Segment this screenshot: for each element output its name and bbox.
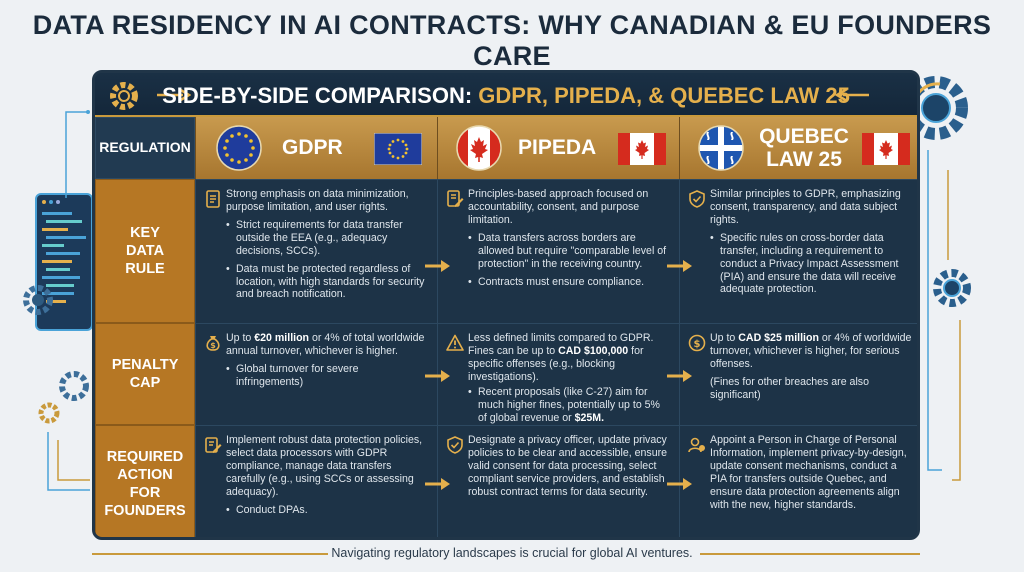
footer-text: Navigating regulatory landscapes is cruc… xyxy=(331,546,693,560)
gdpr-action-bullet: Conduct DPAs. xyxy=(226,504,427,517)
header-quebec-law-25: QUEBEC LAW 25 xyxy=(679,117,917,179)
pipeda-penalty-extra-amount: $25M. xyxy=(574,411,605,424)
arrow-right-icon xyxy=(667,478,692,490)
document-edit-icon xyxy=(447,190,464,207)
canada-flag-icon xyxy=(862,133,910,165)
arrow-right-icon xyxy=(667,370,692,382)
gdpr-penalty: $ Up to €20 million or 4% of total world… xyxy=(195,323,437,425)
gear-icon xyxy=(23,285,53,315)
money-bag-icon: $ xyxy=(206,336,220,351)
gdpr-action-text: Implement robust data protection policie… xyxy=(226,434,423,498)
comparison-panel: SIDE-BY-SIDE COMPARISON: GDPR, PIPEDA, &… xyxy=(92,70,920,540)
gdpr-penalty-extra: Global turnover for severe infringements… xyxy=(226,363,427,389)
quebec-flag-icon xyxy=(698,125,744,171)
pipeda-penalty-extra-pre: Recent proposals (like C-27) aim for muc… xyxy=(478,385,660,424)
gear-icon xyxy=(38,402,60,424)
svg-text:$: $ xyxy=(694,339,701,350)
banner-title: SIDE-BY-SIDE COMPARISON: GDPR, PIPEDA, &… xyxy=(95,83,917,109)
edit-icon xyxy=(205,437,222,453)
quebec-penalty-lead: Up to CAD $25 million or 4% of worldwide… xyxy=(710,332,913,371)
arrow-right-icon xyxy=(157,87,191,103)
dollar-icon: $ xyxy=(688,334,706,352)
document-icon xyxy=(206,190,220,208)
row-label-key-data-rule: KEY DATA RULE xyxy=(95,179,195,323)
pipeda-key-rule-bullet: Data transfers across borders are allowe… xyxy=(468,232,669,271)
quebec-penalty-lead-pre: Up to xyxy=(710,332,739,344)
gear-icon xyxy=(933,269,971,307)
page-title: DATA RESIDENCY IN AI CONTRACTS: WHY CANA… xyxy=(32,10,992,71)
eu-circle-flag-icon xyxy=(216,125,262,171)
gear-icon xyxy=(110,82,138,110)
footer-divider-right xyxy=(700,553,920,555)
pipeda-penalty-extra: Recent proposals (like C-27) aim for muc… xyxy=(468,386,669,425)
pipeda-penalty: Less defined limits compared to GDPR. Fi… xyxy=(437,323,679,425)
pipeda-penalty-lead-post: for specific offenses (e.g., blocking in… xyxy=(468,344,644,383)
gdpr-penalty-amount: €20 million xyxy=(254,332,310,344)
pipeda-action-text: Designate a privacy officer, update priv… xyxy=(468,434,668,498)
svg-text:$: $ xyxy=(210,341,216,350)
circuit-lines-icon xyxy=(927,150,961,481)
footer-divider-left xyxy=(92,553,328,555)
header-pipeda: PIPEDA xyxy=(437,117,679,179)
quebec-penalty-extra: (Fines for other breaches are also signi… xyxy=(710,375,869,401)
arrow-right-icon xyxy=(425,478,450,490)
regulation-name-pipeda: PIPEDA xyxy=(518,136,597,159)
arrow-right-icon xyxy=(667,260,692,272)
comparison-banner: SIDE-BY-SIDE COMPARISON: GDPR, PIPEDA, &… xyxy=(95,73,917,117)
regulation-name-gdpr: GDPR xyxy=(282,136,343,159)
gdpr-penalty-lead: Up to €20 million or 4% of total worldwi… xyxy=(226,332,427,358)
canada-circle-flag-icon xyxy=(456,125,502,171)
canada-flag-icon xyxy=(618,133,666,165)
regulation-name-quebec: QUEBEC LAW 25 xyxy=(752,125,856,171)
pipeda-key-rule-intro: Principles-based approach focused on acc… xyxy=(468,188,649,226)
gdpr-key-rule-bullet: Strict requirements for data transfer ou… xyxy=(226,219,427,258)
pipeda-action: Designate a privacy officer, update priv… xyxy=(437,425,679,537)
regulation-name-quebec-line2: LAW 25 xyxy=(766,148,842,172)
arrow-left-icon xyxy=(835,87,869,103)
quebec-key-rule-intro: Similar principles to GDPR, emphasizing … xyxy=(710,188,901,226)
gdpr-penalty-lead-post: or 4% of total worldwide annual turnover… xyxy=(226,332,425,357)
pipeda-penalty-lead-pre: Less defined limits compared to GDPR. Fi… xyxy=(468,332,654,357)
banner-highlight: GDPR, PIPEDA, & QUEBEC LAW 25 xyxy=(478,83,850,108)
gdpr-key-rule: Strong emphasis on data minimization, pu… xyxy=(195,179,437,323)
arrow-right-icon xyxy=(425,370,450,382)
quebec-penalty-amount: CAD $25 million xyxy=(738,332,819,344)
quebec-action: Appoint a Person in Charge of Personal I… xyxy=(679,425,917,537)
banner-prefix: SIDE-BY-SIDE COMPARISON: xyxy=(162,83,479,108)
circuit-lines-icon xyxy=(47,432,90,491)
header-gdpr: GDPR xyxy=(195,117,437,179)
quebec-penalty: $ Up to CAD $25 million or 4% of worldwi… xyxy=(679,323,917,425)
gdpr-penalty-lead-pre: Up to xyxy=(226,332,255,344)
row-label-penalty-cap: PENALTY CAP xyxy=(95,323,195,425)
row-label-required-action: REQUIRED ACTION FOR FOUNDERS xyxy=(95,425,195,537)
warning-icon xyxy=(446,334,464,351)
gdpr-key-rule-bullet: Data must be protected regardless of loc… xyxy=(226,263,427,302)
quebec-penalty-lead-post: or 4% of worldwide turnover, whichever i… xyxy=(710,332,912,370)
gdpr-action: Implement robust data protection policie… xyxy=(195,425,437,537)
eu-flag-icon xyxy=(374,133,422,165)
quebec-key-rule: Similar principles to GDPR, emphasizing … xyxy=(679,179,917,323)
pipeda-key-rule: Principles-based approach focused on acc… xyxy=(437,179,679,323)
row-label-regulation: REGULATION xyxy=(95,117,195,179)
shield-icon xyxy=(447,436,463,454)
pipeda-penalty-lead: Less defined limits compared to GDPR. Fi… xyxy=(468,332,669,384)
gear-icon xyxy=(59,371,89,401)
shield-check-icon xyxy=(689,190,705,208)
person-id-icon xyxy=(688,437,705,453)
quebec-action-text: Appoint a Person in Charge of Personal I… xyxy=(710,434,907,511)
pipeda-key-rule-bullet: Contracts must ensure compliance. xyxy=(468,276,669,289)
pipeda-penalty-amount: CAD $100,000 xyxy=(558,344,629,357)
gdpr-key-rule-intro: Strong emphasis on data minimization, pu… xyxy=(226,188,409,213)
circuit-lines-icon xyxy=(65,110,90,198)
quebec-key-rule-bullet: Specific rules on cross-border data tran… xyxy=(710,232,913,297)
regulation-name-quebec-line1: QUEBEC xyxy=(759,125,849,148)
arrow-right-icon xyxy=(425,260,450,272)
